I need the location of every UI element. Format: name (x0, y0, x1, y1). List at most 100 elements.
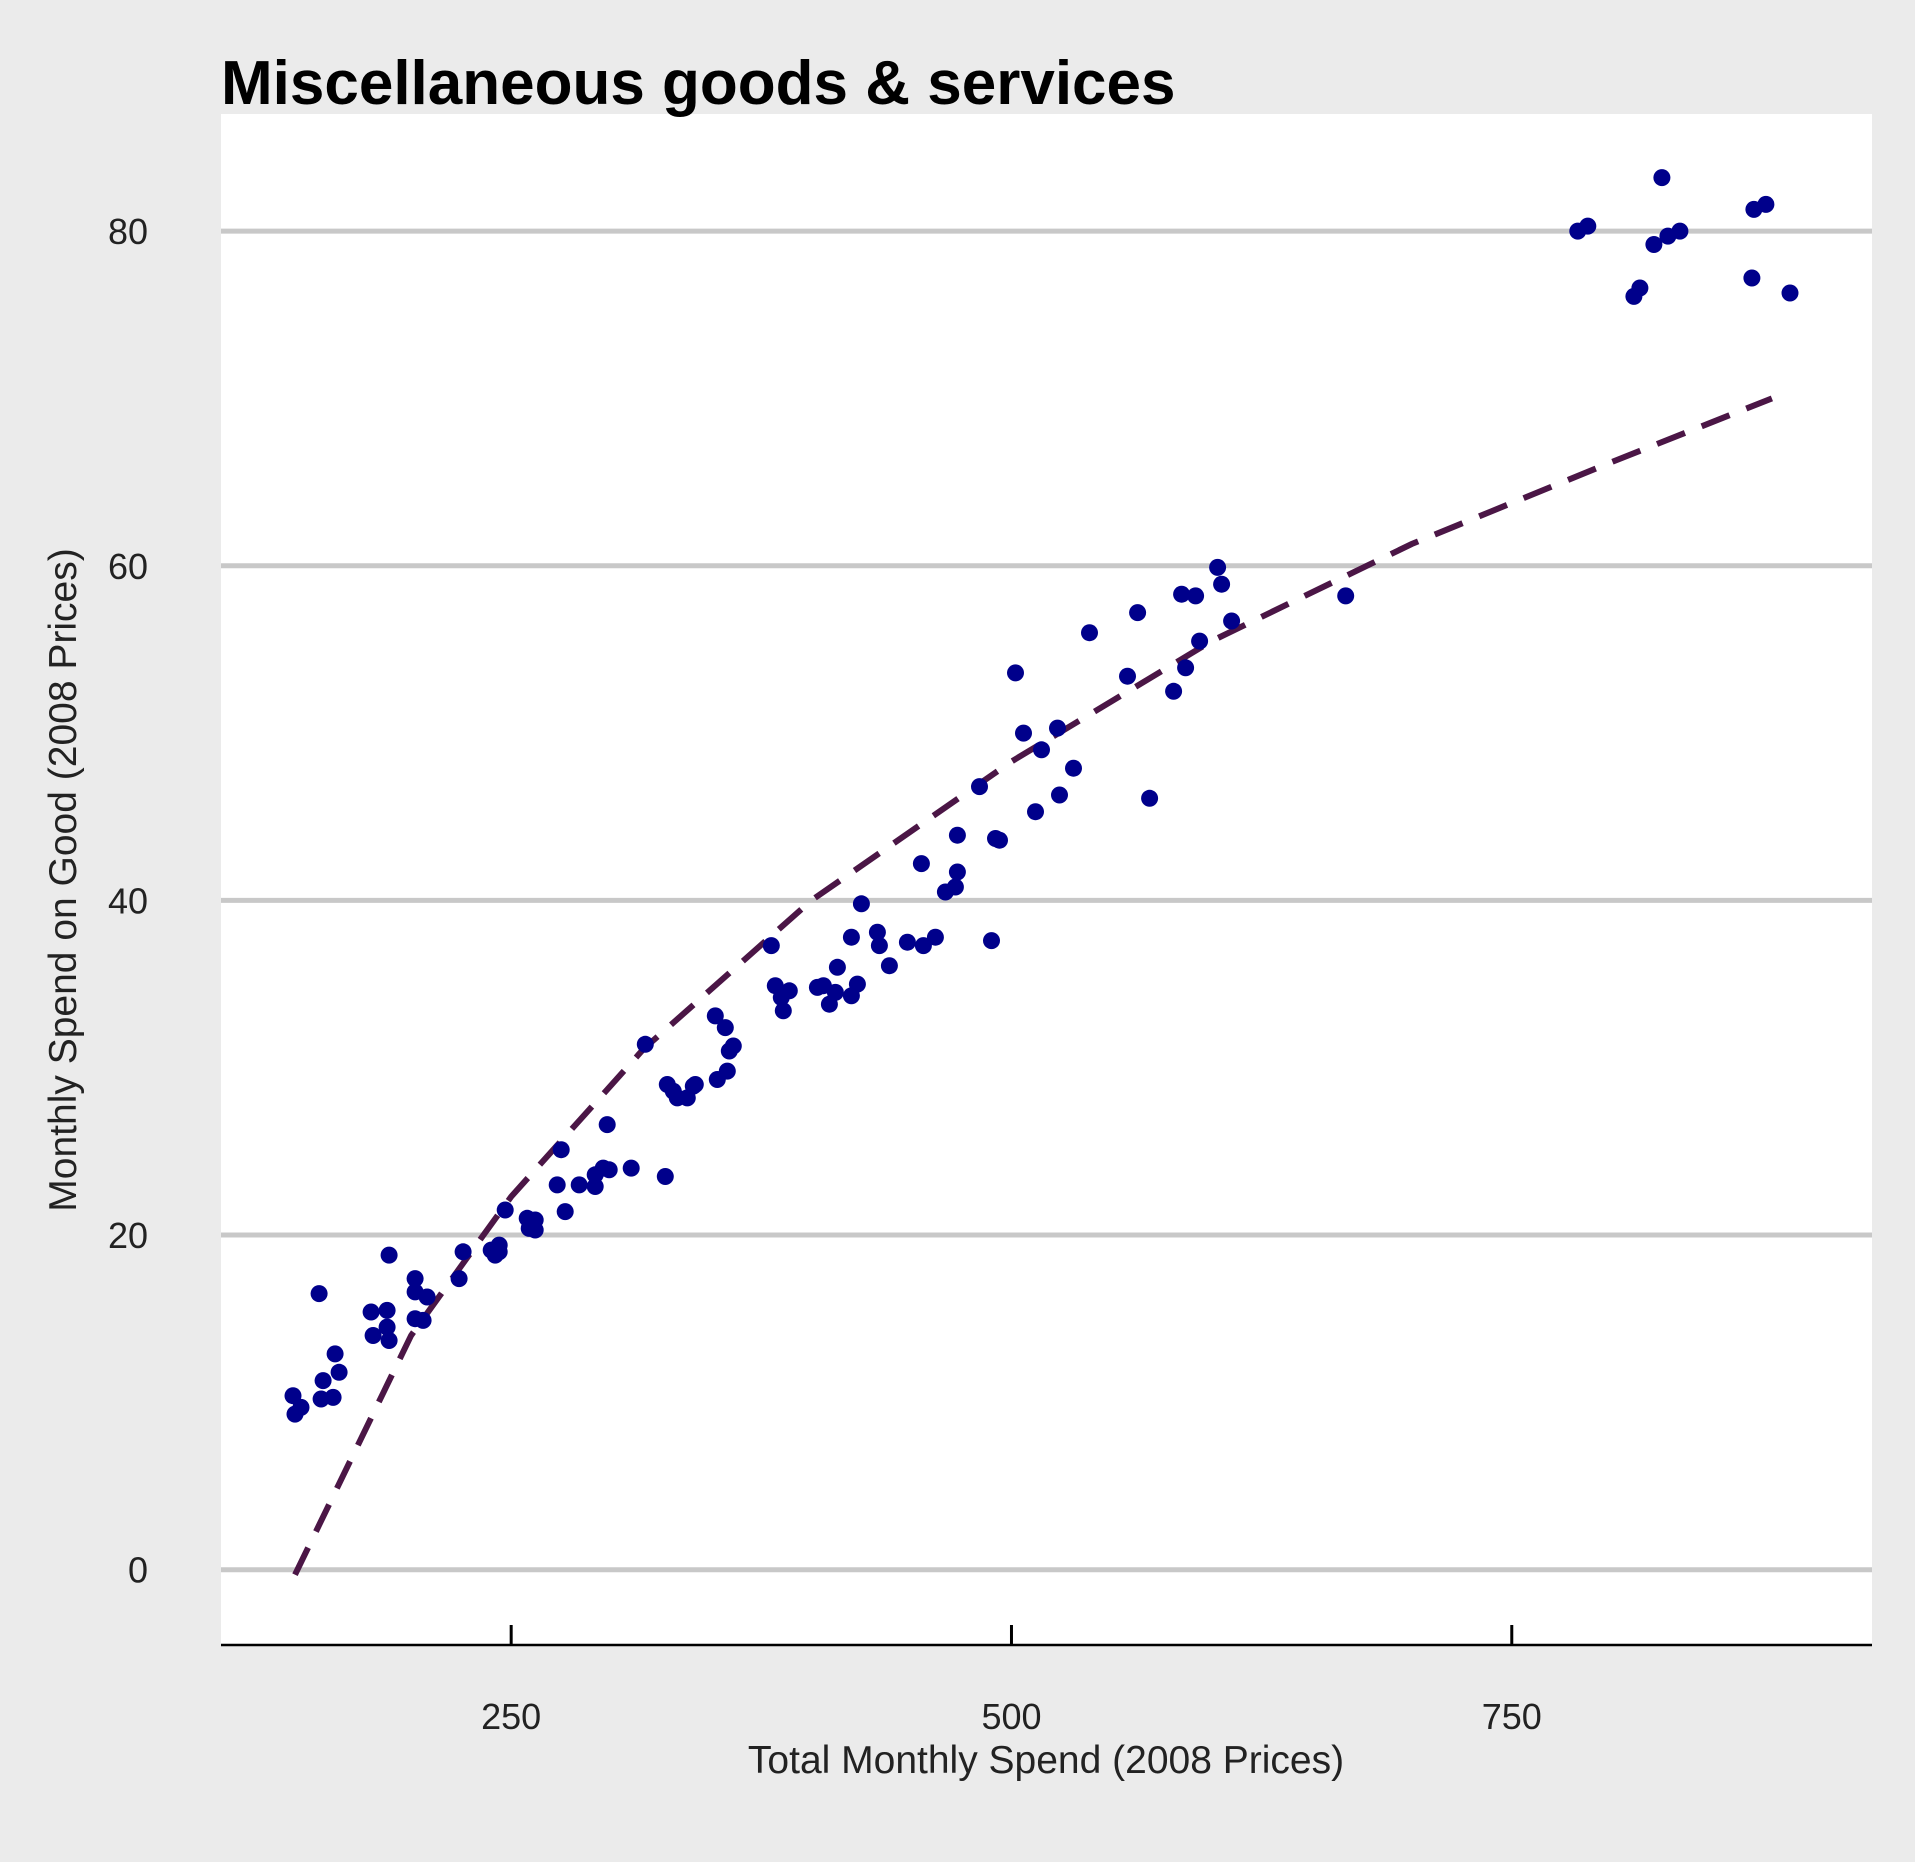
data-point (1081, 624, 1098, 642)
data-point (1129, 604, 1147, 622)
data-point (600, 1161, 618, 1179)
data-point (1033, 741, 1050, 759)
data-point (912, 855, 930, 873)
data-point (848, 975, 866, 993)
data-point (826, 983, 844, 1001)
data-point (330, 1363, 348, 1381)
data-point (552, 1141, 570, 1159)
data-point (622, 1159, 640, 1177)
data-point (1579, 217, 1597, 235)
data-point (724, 1037, 742, 1055)
data-point (870, 937, 888, 955)
data-point (948, 863, 966, 881)
data-point (656, 1168, 674, 1185)
data-point (1223, 612, 1241, 630)
data-point (1119, 667, 1136, 685)
data-point (1177, 659, 1195, 677)
data-point (1213, 575, 1231, 593)
x-tick-label: 250 (481, 1696, 541, 1737)
data-point (898, 933, 916, 951)
data-point (556, 1203, 574, 1221)
gridlines (221, 228, 1872, 1573)
y-tick-label: 40 (108, 880, 148, 921)
data-point (1191, 632, 1209, 650)
data-point (686, 1076, 704, 1093)
data-point (914, 937, 932, 955)
data-point (762, 937, 780, 955)
data-point (380, 1246, 398, 1264)
data-point (490, 1243, 508, 1261)
data-point (1645, 236, 1663, 253)
data-point (326, 1345, 344, 1363)
data-point (364, 1327, 382, 1344)
plot-panel (221, 114, 1872, 1646)
data-point (868, 923, 886, 941)
data-point (1173, 585, 1191, 603)
data-point (406, 1270, 424, 1288)
y-tick-label: 80 (108, 211, 148, 252)
data-point (414, 1311, 432, 1329)
data-point (636, 1035, 654, 1053)
data-point (586, 1178, 604, 1195)
x-axis-label: Total Monthly Spend (2008 Prices) (748, 1739, 1344, 1782)
x-tick-label: 500 (981, 1696, 1041, 1737)
data-point (991, 831, 1008, 849)
data-point (1007, 664, 1024, 682)
data-point (1653, 169, 1671, 187)
data-point (780, 982, 798, 1000)
data-point (362, 1303, 380, 1321)
data-point (716, 1019, 734, 1037)
data-point (706, 1007, 724, 1025)
y-tick-label: 20 (108, 1215, 148, 1256)
data-point (1781, 284, 1799, 302)
data-point (292, 1398, 310, 1416)
data-point (926, 928, 944, 946)
data-point (1187, 587, 1205, 605)
data-point (598, 1116, 616, 1134)
data-point (842, 928, 860, 946)
data-point (314, 1372, 332, 1390)
data-point (1337, 587, 1355, 605)
data-point (971, 778, 988, 796)
data-point (1743, 269, 1761, 287)
data-point (828, 958, 846, 976)
data-point (310, 1285, 328, 1303)
x-axis-ticks: 250 500 750 (481, 1625, 1542, 1737)
data-point (454, 1243, 472, 1261)
data-point (880, 957, 898, 975)
data-point (418, 1288, 436, 1306)
data-point (570, 1176, 588, 1194)
data-point (948, 826, 966, 844)
trend-line-path (292, 395, 1774, 1577)
data-point (1049, 719, 1066, 737)
data-point (1027, 803, 1044, 821)
data-point (450, 1270, 468, 1288)
data-point (946, 878, 964, 896)
data-point (1141, 789, 1159, 807)
data-point (378, 1318, 396, 1336)
y-axis-ticks: 0 20 40 60 80 (108, 211, 148, 1591)
data-point (380, 1332, 398, 1349)
data-point (526, 1211, 544, 1229)
trend-line (292, 395, 1774, 1577)
data-point (1757, 195, 1775, 213)
data-point (1051, 786, 1068, 804)
data-point (1631, 279, 1649, 297)
chart-title: Miscellaneous goods & services (221, 49, 1176, 118)
data-points (284, 169, 1799, 1423)
data-point (548, 1176, 566, 1194)
y-tick-label: 60 (108, 546, 148, 587)
data-point (378, 1301, 396, 1319)
data-point (1015, 724, 1032, 742)
data-point (1165, 682, 1183, 700)
data-point (983, 932, 1000, 950)
y-tick-label: 0 (128, 1550, 148, 1591)
y-axis-label: Monthly Spend on Good (2008 Prices) (42, 548, 85, 1211)
data-point (1671, 222, 1689, 240)
data-point (1209, 558, 1227, 576)
data-point (774, 1002, 792, 1020)
data-point (718, 1062, 736, 1080)
data-point (852, 895, 870, 913)
data-point (324, 1388, 342, 1406)
